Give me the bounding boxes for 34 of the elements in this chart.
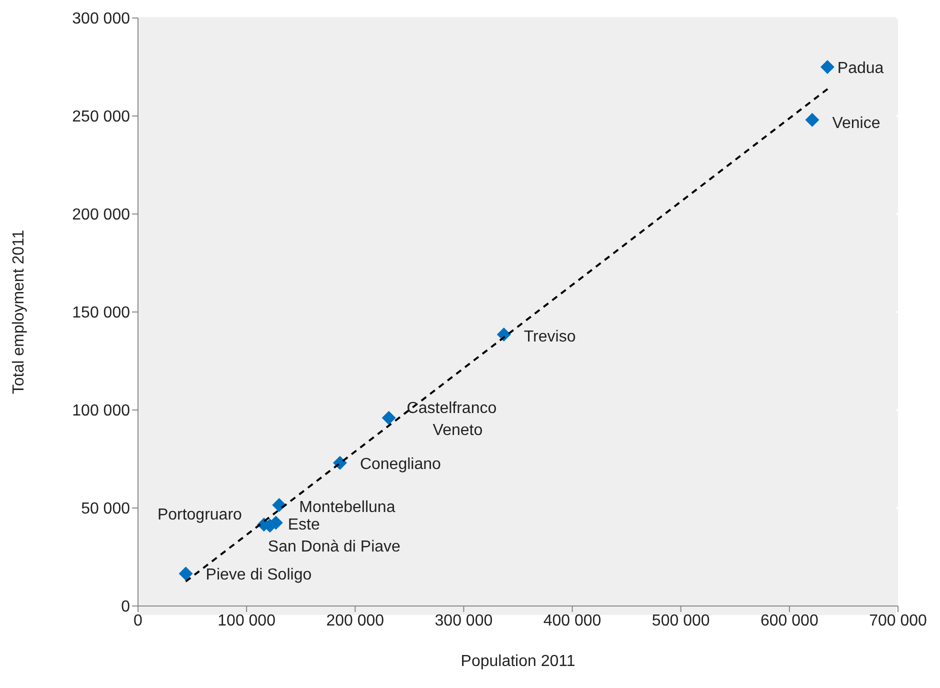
annotation: Montebelluna: [299, 499, 396, 516]
point: [272, 498, 286, 512]
annotation: Castelfranco Veneto: [406, 400, 497, 439]
annotation: San Donà di Piave: [268, 538, 401, 556]
y-tick-label: 50 000: [81, 500, 130, 518]
x-axis-title: Population 2011: [460, 653, 576, 670]
annotation: Pieve di Soligo: [206, 566, 312, 584]
point: [820, 60, 834, 74]
annotation: Treviso: [524, 328, 576, 346]
y-tick-label: 100 000: [72, 402, 130, 420]
y-tick-label: 300 000: [72, 10, 130, 28]
point: [178, 566, 193, 581]
point: [382, 410, 396, 425]
x-tick-label: 0: [134, 612, 143, 630]
y-tick-label: 0: [121, 598, 130, 616]
y-tick-label: 150 000: [72, 304, 130, 322]
x-tick-label: 500 000: [652, 612, 710, 630]
x-tick-label: 100 000: [218, 612, 276, 630]
point: [332, 456, 347, 470]
y-tick-label: 250 000: [72, 108, 130, 126]
annotation: Este: [288, 516, 320, 534]
x-tick-label: 400 000: [543, 612, 602, 630]
y-tick-label: 200 000: [72, 206, 130, 224]
annotation: Portogruaro: [157, 506, 242, 524]
x-tick-label: 300 000: [434, 612, 493, 630]
point: [496, 328, 511, 342]
x-tick-label: 200 000: [326, 612, 384, 630]
y-axis-title: Total employment 2011: [10, 230, 28, 394]
annotation: Padua: [837, 60, 884, 77]
x-tick-label: 700 000: [869, 612, 928, 630]
annotation: Conegliano: [360, 456, 441, 473]
x-tick-label: 600 000: [760, 612, 818, 630]
annotation: Venice: [832, 114, 880, 132]
point: [805, 112, 820, 127]
